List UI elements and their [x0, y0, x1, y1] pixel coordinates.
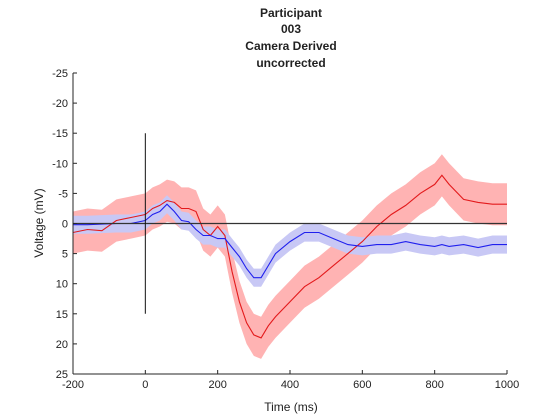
chart-title: Participant 003 Camera Derived uncorrect… — [245, 6, 336, 70]
title-line-2: 003 — [281, 22, 301, 36]
x-tick-label: -200 — [62, 379, 84, 391]
title-line-1: Participant — [260, 6, 322, 20]
x-tick-label: 600 — [353, 379, 371, 391]
y-tick-label: 20 — [56, 339, 68, 351]
y-tick-label: 25 — [56, 369, 68, 381]
reference-lines — [73, 133, 507, 314]
y-tick-label: 10 — [56, 279, 68, 291]
axes — [72, 72, 508, 375]
confidence-bands — [73, 154, 507, 359]
series-lines — [72, 174, 507, 339]
y-tick-label: 15 — [56, 309, 68, 321]
x-tick-label: 0 — [142, 379, 148, 391]
band-red — [73, 154, 507, 359]
y-tick-label: 5 — [62, 249, 68, 261]
x-tick-label: 200 — [208, 379, 226, 391]
y-tick-label: -25 — [52, 68, 68, 80]
x-tick-label: 800 — [425, 379, 443, 391]
y-tick-label: -15 — [52, 128, 68, 140]
title-line-3: Camera Derived — [245, 39, 336, 53]
title-line-4: uncorrected — [256, 56, 325, 70]
y-tick-label: -5 — [58, 188, 68, 200]
tick-labels: -200 0 200 400 600 800 1000 -25 -20 -15 -10 -5 0 5 10 1… — [52, 68, 519, 391]
series-line-blue — [73, 203, 507, 279]
x-tick-label: 400 — [281, 379, 299, 391]
y-axis-label: Voltage (mV) — [32, 188, 46, 257]
x-axis-label: Time (ms) — [264, 400, 318, 414]
band-blue — [73, 195, 507, 287]
x-tick-label: 1000 — [495, 379, 519, 391]
y-tick-label: 0 — [62, 219, 68, 231]
y-tick-label: -20 — [52, 98, 68, 110]
series-line-red — [72, 174, 507, 339]
y-tick-label: -10 — [52, 158, 68, 170]
